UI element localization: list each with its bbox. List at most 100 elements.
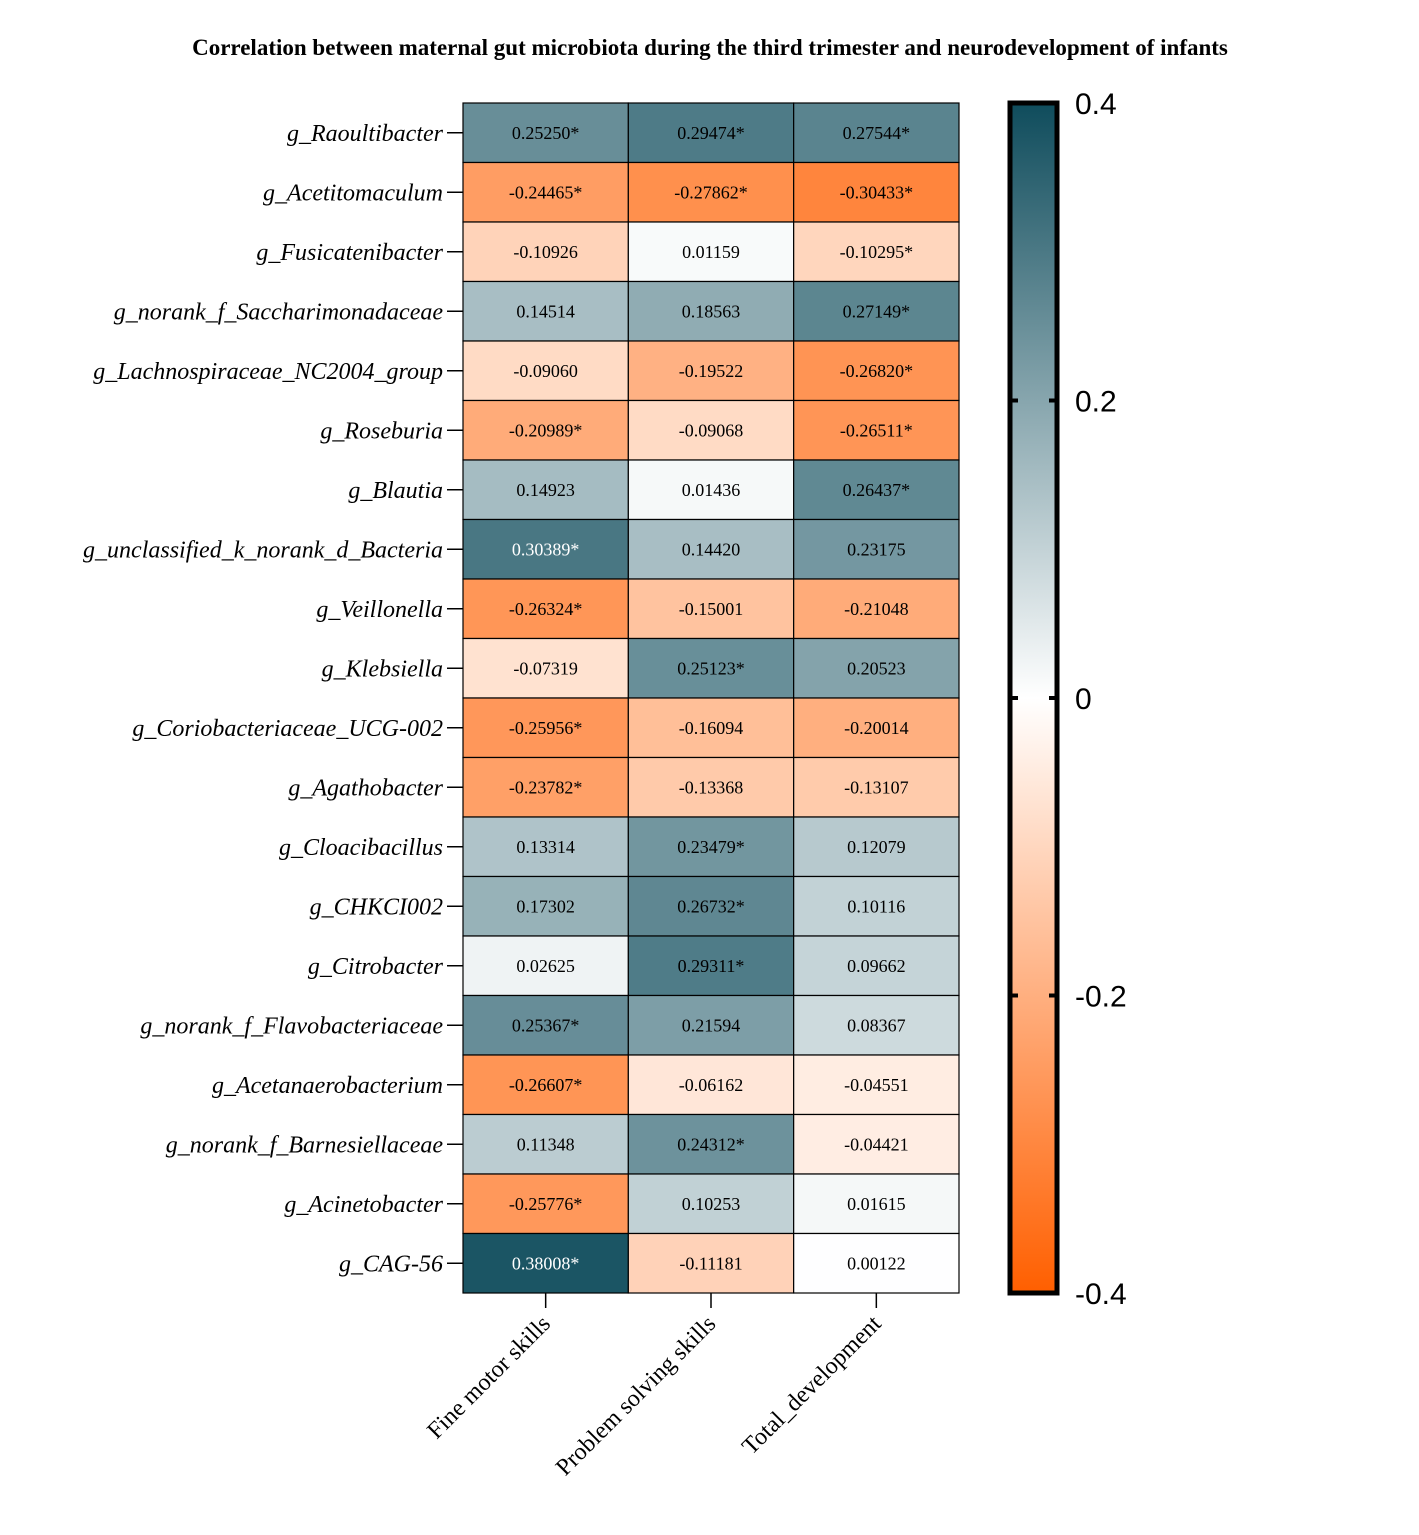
cell-value-label: 0.23479* <box>677 837 745 857</box>
row-label: g_Roseburia <box>320 418 443 444</box>
cell-value-label: 0.25123* <box>677 658 745 678</box>
heatmap-cell <box>793 816 960 878</box>
heatmap-cell <box>627 637 795 699</box>
heatmap-cell <box>793 637 960 699</box>
row-label: g_Blautia <box>348 478 443 504</box>
cell-value-label: -0.24465* <box>509 182 583 202</box>
cell-value-label: -0.09068 <box>679 420 744 440</box>
cell-value-label: 0.12079 <box>847 837 906 857</box>
row-label: g_norank_f_Flavobacteriaceae <box>140 1013 443 1039</box>
row-labels: g_Raoultibacter g_Acetitomaculum g_Fusicat… <box>83 121 463 1277</box>
cell-value-label: -0.10926 <box>513 242 578 262</box>
heatmap-cell <box>462 697 629 759</box>
cell-value-label: 0.26732* <box>677 896 745 916</box>
cell-value-label: -0.26607* <box>509 1075 583 1095</box>
row-label: g_norank_f_Barnesiellaceae <box>166 1132 444 1158</box>
cell-value-label: -0.26820* <box>840 361 914 381</box>
heatmap-cell <box>627 340 795 402</box>
cell-value-label: 0.10253 <box>682 1194 741 1214</box>
heatmap-cell <box>627 816 795 878</box>
row-label: g_CHKCI002 <box>310 894 443 920</box>
colorbar: 0.4 0.2 0 -0.2 -0.4 <box>1007 88 1127 1311</box>
cell-value-label: 0.20523 <box>847 658 906 678</box>
cell-value-label: -0.19522 <box>679 361 744 381</box>
cell-value-label: -0.07319 <box>513 658 578 678</box>
row-label: g_Veillonella <box>316 597 443 623</box>
row-label: g_Fusicatenibacter <box>256 240 443 266</box>
cell-value-label: 0.18563 <box>682 301 741 321</box>
cell-value-label: 0.38008* <box>512 1253 580 1273</box>
heatmap-cell <box>462 161 629 223</box>
column-label: Problem solving skills <box>551 1311 721 1481</box>
heatmap-cell <box>462 637 629 699</box>
colorbar-tick-label: 0.4 <box>1075 88 1117 121</box>
heatmap-cell <box>793 399 960 461</box>
row-label: g_norank_f_Saccharimonadaceae <box>114 299 444 325</box>
cell-value-label: -0.11181 <box>679 1253 742 1273</box>
heatmap-cell <box>462 994 629 1056</box>
cell-value-label: -0.23782* <box>509 777 583 797</box>
row-label: g_Citrobacter <box>308 954 444 980</box>
colorbar-tick-label: -0.4 <box>1075 1278 1127 1311</box>
row-label: g_Agathobacter <box>288 775 443 801</box>
row-label: g_Raoultibacter <box>287 121 444 147</box>
heatmap-grid: 0.25250* 0.29474* 0.27544* -0.24465* -0.2786… <box>462 102 960 1294</box>
heatmap-cell <box>627 756 795 818</box>
cell-value-label: -0.09060 <box>513 361 578 381</box>
cell-value-label: 0.14514 <box>516 301 575 321</box>
colorbar-tick-label: 0 <box>1075 683 1092 716</box>
cell-value-label: -0.26511* <box>840 420 913 440</box>
heatmap-cell <box>793 578 960 640</box>
heatmap-cell <box>627 221 795 283</box>
cell-value-label: -0.30433* <box>840 182 914 202</box>
colorbar-tick-label: 0.2 <box>1075 386 1117 419</box>
cell-value-label: -0.13368 <box>679 777 744 797</box>
column-label: Fine motor skills <box>422 1311 555 1444</box>
heatmap-cell <box>627 1113 795 1175</box>
cell-value-label: 0.14420 <box>682 539 741 559</box>
heatmap-cell <box>462 1054 629 1116</box>
row-label: g_unclassified_k_norank_d_Bacteria <box>83 537 443 563</box>
cell-value-label: 0.01159 <box>682 242 740 262</box>
cell-value-label: 0.13314 <box>516 837 575 857</box>
cell-value-label: 0.29311* <box>678 956 745 976</box>
row-label: g_Acinetobacter <box>284 1192 443 1218</box>
cell-value-label: 0.17302 <box>516 896 575 916</box>
chart-title: Correlation between maternal gut microbi… <box>192 35 1228 60</box>
heatmap-cell <box>627 161 795 223</box>
colorbar-tick-label: -0.2 <box>1075 981 1127 1014</box>
row-label: g_Cloacibacillus <box>279 835 443 861</box>
cell-value-label: 0.30389* <box>512 539 580 559</box>
row-label: g_Acetanaerobacterium <box>212 1073 443 1099</box>
cell-value-label: 0.14923 <box>516 480 575 500</box>
column-label: Total_development <box>737 1311 886 1460</box>
heatmap-cell <box>462 578 629 640</box>
cell-value-label: 0.08367 <box>847 1015 906 1035</box>
cell-value-label: 0.23175 <box>847 539 906 559</box>
row-label: g_Acetitomaculum <box>263 180 443 206</box>
cell-value-label: 0.27149* <box>843 301 911 321</box>
cell-value-label: 0.10116 <box>847 896 905 916</box>
heatmap-cell <box>627 994 795 1056</box>
cell-value-label: -0.20014 <box>844 718 909 738</box>
heatmap-cell <box>462 102 629 164</box>
cell-value-label: -0.06162 <box>679 1075 744 1095</box>
heatmap-cell <box>793 459 960 521</box>
heatmap-cell <box>793 697 960 759</box>
heatmap-cell <box>627 1173 795 1235</box>
cell-value-label: 0.25250* <box>512 123 580 143</box>
cell-value-label: 0.24312* <box>677 1134 745 1154</box>
heatmap-cell <box>462 280 629 342</box>
heatmap-cell <box>627 399 795 461</box>
cell-value-label: -0.27862* <box>674 182 748 202</box>
heatmap-cell <box>627 518 795 580</box>
heatmap-cell <box>793 161 960 223</box>
cell-value-label: -0.04551 <box>844 1075 909 1095</box>
cell-value-label: -0.21048 <box>844 599 909 619</box>
cell-value-label: 0.02625 <box>516 956 575 976</box>
cell-value-label: 0.29474* <box>677 123 745 143</box>
heatmap-cell <box>793 1113 960 1175</box>
cell-value-label: -0.25956* <box>509 718 583 738</box>
cell-value-label: 0.25367* <box>512 1015 580 1035</box>
heatmap-cell <box>462 935 629 997</box>
